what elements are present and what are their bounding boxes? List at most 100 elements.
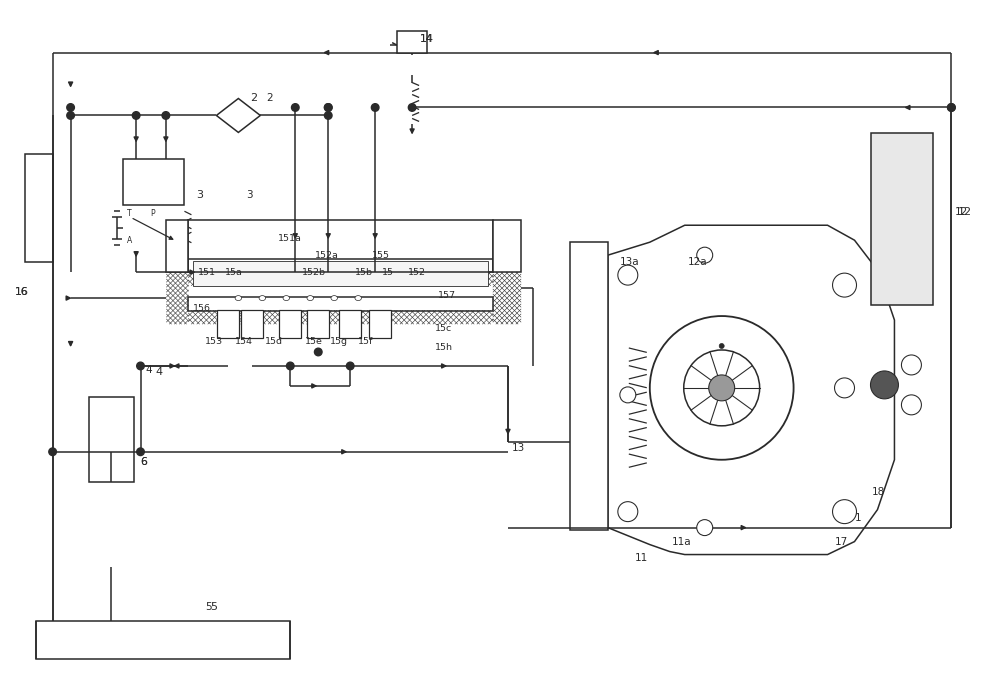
Bar bbox=[570, 242, 608, 529]
Text: 15f: 15f bbox=[358, 337, 374, 347]
Text: 3: 3 bbox=[196, 190, 203, 200]
Bar bbox=[89, 397, 134, 482]
Text: 2: 2 bbox=[250, 93, 257, 103]
Ellipse shape bbox=[650, 316, 794, 460]
Text: 154: 154 bbox=[235, 337, 253, 347]
Bar bbox=[871, 133, 933, 305]
Text: 153: 153 bbox=[205, 337, 224, 347]
Bar bbox=[25, 154, 53, 262]
Text: 15g: 15g bbox=[330, 337, 348, 347]
Text: 1: 1 bbox=[855, 512, 861, 523]
Text: 17: 17 bbox=[835, 537, 848, 547]
Circle shape bbox=[324, 112, 332, 119]
Bar bbox=[217, 310, 239, 338]
Text: 6: 6 bbox=[140, 457, 147, 466]
Text: 6: 6 bbox=[140, 457, 148, 466]
Ellipse shape bbox=[235, 295, 242, 301]
Text: 155: 155 bbox=[372, 251, 390, 260]
Bar bbox=[493, 220, 521, 272]
Circle shape bbox=[137, 362, 144, 370]
Circle shape bbox=[137, 448, 144, 456]
Ellipse shape bbox=[331, 295, 337, 301]
Ellipse shape bbox=[618, 502, 638, 522]
Ellipse shape bbox=[697, 247, 713, 263]
Circle shape bbox=[67, 103, 74, 112]
Bar bbox=[193, 261, 488, 285]
Circle shape bbox=[408, 103, 416, 112]
Text: 15c: 15c bbox=[435, 324, 452, 333]
Text: 18: 18 bbox=[871, 487, 885, 497]
Ellipse shape bbox=[697, 520, 713, 535]
Text: 151a: 151a bbox=[278, 234, 302, 243]
Text: 14: 14 bbox=[420, 34, 433, 44]
Bar bbox=[188, 220, 493, 272]
Text: 152b: 152b bbox=[302, 268, 326, 276]
Ellipse shape bbox=[870, 371, 898, 399]
Circle shape bbox=[132, 112, 140, 119]
Circle shape bbox=[371, 103, 379, 112]
Bar bbox=[36, 621, 290, 659]
Text: 3: 3 bbox=[246, 190, 253, 200]
Ellipse shape bbox=[259, 295, 266, 301]
Text: 15d: 15d bbox=[265, 337, 283, 347]
Bar bbox=[241, 310, 263, 338]
Text: 157: 157 bbox=[438, 291, 456, 299]
Circle shape bbox=[324, 103, 332, 112]
Circle shape bbox=[291, 103, 299, 112]
Text: 4: 4 bbox=[145, 365, 152, 375]
Ellipse shape bbox=[901, 395, 921, 415]
Circle shape bbox=[346, 362, 354, 370]
Bar bbox=[307, 310, 329, 338]
Text: 16: 16 bbox=[15, 287, 29, 297]
Circle shape bbox=[67, 112, 74, 119]
Ellipse shape bbox=[618, 265, 638, 285]
Text: 15b: 15b bbox=[355, 268, 373, 276]
Ellipse shape bbox=[684, 350, 760, 426]
Text: 15e: 15e bbox=[305, 337, 323, 347]
Ellipse shape bbox=[620, 387, 636, 403]
Text: 12: 12 bbox=[957, 208, 971, 217]
Text: 16: 16 bbox=[15, 287, 28, 297]
Text: 156: 156 bbox=[192, 304, 210, 312]
Bar bbox=[166, 220, 188, 272]
Text: 11a: 11a bbox=[672, 537, 691, 547]
Text: 15h: 15h bbox=[435, 343, 453, 352]
Ellipse shape bbox=[355, 295, 361, 301]
Text: 12: 12 bbox=[954, 208, 968, 217]
Bar bbox=[279, 310, 301, 338]
Ellipse shape bbox=[283, 295, 290, 301]
Polygon shape bbox=[608, 225, 894, 554]
Bar bbox=[339, 310, 361, 338]
Text: 2: 2 bbox=[266, 93, 273, 103]
Text: 151: 151 bbox=[198, 268, 216, 276]
Ellipse shape bbox=[833, 273, 857, 297]
Bar bbox=[188, 297, 493, 310]
Ellipse shape bbox=[833, 500, 857, 524]
Circle shape bbox=[49, 448, 56, 456]
Text: 4: 4 bbox=[155, 367, 163, 377]
Text: 152a: 152a bbox=[315, 251, 339, 260]
Text: 14: 14 bbox=[420, 34, 434, 44]
Text: 152: 152 bbox=[408, 268, 426, 276]
Circle shape bbox=[324, 103, 332, 112]
Ellipse shape bbox=[901, 355, 921, 375]
Circle shape bbox=[162, 112, 170, 119]
Text: 12a: 12a bbox=[688, 257, 707, 267]
Circle shape bbox=[286, 362, 294, 370]
Text: 15a: 15a bbox=[225, 268, 243, 276]
Text: 11: 11 bbox=[635, 552, 648, 562]
Ellipse shape bbox=[307, 295, 314, 301]
Bar bbox=[188, 259, 493, 272]
Text: 13: 13 bbox=[512, 443, 525, 453]
Polygon shape bbox=[216, 99, 260, 132]
Text: A: A bbox=[127, 236, 132, 245]
Text: 15: 15 bbox=[382, 268, 394, 276]
Text: 13a: 13a bbox=[620, 257, 639, 267]
Text: 5: 5 bbox=[210, 602, 217, 612]
Bar bbox=[397, 30, 427, 53]
Bar bbox=[123, 160, 184, 206]
Circle shape bbox=[314, 348, 322, 356]
Ellipse shape bbox=[709, 375, 735, 401]
Circle shape bbox=[948, 103, 955, 112]
Text: P: P bbox=[150, 209, 155, 218]
